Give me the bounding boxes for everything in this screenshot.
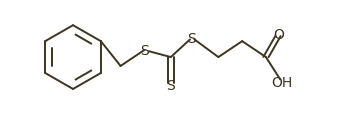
Text: OH: OH	[271, 75, 293, 89]
Text: S: S	[140, 44, 149, 57]
Text: S: S	[166, 79, 175, 93]
Text: S: S	[188, 31, 196, 45]
Text: O: O	[274, 28, 285, 42]
